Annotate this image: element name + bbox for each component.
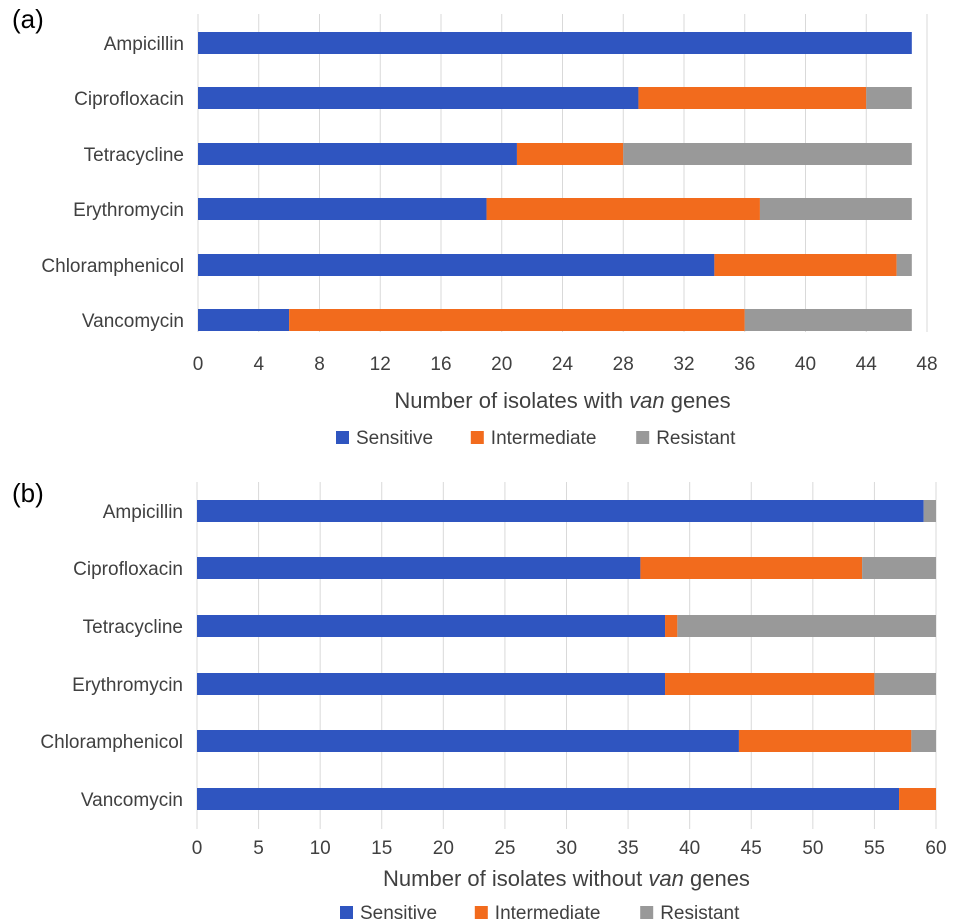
bar-ciprofloxacin-resistant — [862, 557, 936, 579]
x-tick-label: 40 — [679, 838, 700, 859]
bar-tetracycline-resistant — [677, 615, 936, 637]
category-label: Chloramphenicol — [40, 732, 183, 753]
bar-ciprofloxacin-sensitive — [197, 557, 641, 579]
x-tick-label: 20 — [433, 838, 454, 859]
x-tick-label: 60 — [925, 838, 946, 859]
bar-erythromycin-intermediate — [486, 198, 760, 220]
legend-label-sensitive: Sensitive — [356, 428, 433, 449]
bar-chloramphenicol-sensitive — [197, 730, 739, 752]
legend-label-intermediate: Intermediate — [491, 428, 597, 449]
x-axis-title-part: genes — [684, 866, 750, 891]
category-label: Ciprofloxacin — [74, 89, 184, 110]
x-tick-label: 36 — [734, 354, 755, 375]
bar-erythromycin-sensitive — [198, 198, 487, 220]
bar-erythromycin-sensitive — [197, 673, 666, 695]
x-tick-label: 32 — [673, 354, 694, 375]
legend-label-intermediate: Intermediate — [495, 903, 601, 924]
category-label: Chloramphenicol — [41, 256, 184, 277]
category-label: Tetracycline — [83, 617, 183, 638]
category-label: Erythromycin — [73, 200, 184, 221]
bar-tetracycline-intermediate — [516, 143, 624, 165]
bar-ampicillin-sensitive — [197, 500, 924, 522]
legend-label-sensitive: Sensitive — [360, 903, 437, 924]
legend-swatch-sensitive — [336, 431, 349, 444]
category-label: Vancomycin — [81, 790, 183, 811]
bar-tetracycline-resistant — [623, 143, 912, 165]
bar-vancomycin-intermediate — [899, 788, 936, 810]
legend: Sensitive Intermediate Resistant — [336, 428, 736, 449]
x-tick-label: 4 — [253, 354, 264, 375]
bar-ciprofloxacin-sensitive — [198, 87, 639, 109]
x-tick-label: 40 — [795, 354, 816, 375]
legend: Sensitive Intermediate Resistant — [340, 903, 740, 924]
bar-chloramphenicol-sensitive — [198, 254, 715, 276]
bar-chloramphenicol-resistant — [911, 730, 936, 752]
x-tick-label: 10 — [310, 838, 331, 859]
category-label: Ciprofloxacin — [73, 559, 183, 580]
bar-tetracycline-sensitive — [198, 143, 517, 165]
legend-swatch-intermediate — [470, 431, 484, 444]
x-axis-title-part: genes — [665, 388, 731, 413]
bar-ampicillin-resistant — [923, 500, 936, 522]
legend-label-resistant: Resistant — [656, 428, 736, 449]
bar-chloramphenicol-intermediate — [738, 730, 912, 752]
x-axis-title-part: Number of isolates without — [383, 866, 648, 891]
category-label: Ampicillin — [103, 502, 183, 523]
x-axis-title-part: Number of isolates with — [394, 388, 629, 413]
legend-swatch-resistant — [640, 906, 654, 919]
bar-vancomycin-sensitive — [198, 309, 290, 331]
x-tick-label: 15 — [371, 838, 392, 859]
x-tick-label: 25 — [494, 838, 515, 859]
panel-label: (b) — [12, 478, 44, 508]
x-axis-title-italic: van — [648, 866, 683, 891]
x-tick-label: 35 — [618, 838, 639, 859]
x-tick-label: 45 — [741, 838, 762, 859]
x-tick-label: 0 — [192, 838, 203, 859]
x-tick-label: 44 — [856, 354, 878, 375]
x-tick-label: 55 — [864, 838, 885, 859]
bar-ciprofloxacin-intermediate — [640, 557, 863, 579]
x-axis-title: Number of isolates with van genes — [394, 388, 730, 413]
x-axis-title-italic: van — [629, 388, 664, 413]
x-tick-label: 12 — [370, 354, 391, 375]
bar-ampicillin-sensitive — [198, 32, 912, 54]
bar-tetracycline-sensitive — [197, 615, 666, 637]
x-axis-title: Number of isolates without van genes — [383, 866, 750, 891]
panel-label: (a) — [12, 4, 44, 34]
bar-vancomycin-sensitive — [197, 788, 900, 810]
x-tick-label: 8 — [314, 354, 325, 375]
bar-erythromycin-resistant — [759, 198, 912, 220]
x-tick-label: 16 — [430, 354, 451, 375]
bar-erythromycin-intermediate — [665, 673, 875, 695]
chart-panel-a: (a)0 4 8 12 16 20 24 28 32 36 40 44 48AmpicillinCipr… — [12, 4, 938, 449]
category-label: Tetracycline — [84, 145, 184, 166]
bar-chloramphenicol-intermediate — [714, 254, 897, 276]
x-tick-label: 20 — [491, 354, 512, 375]
bar-vancomycin-intermediate — [289, 309, 745, 331]
x-tick-label: 24 — [552, 354, 574, 375]
bar-vancomycin-resistant — [744, 309, 912, 331]
bar-tetracycline-intermediate — [665, 615, 678, 637]
x-tick-label: 50 — [802, 838, 823, 859]
bar-erythromycin-resistant — [874, 673, 936, 695]
x-tick-label: 28 — [613, 354, 634, 375]
x-tick-label: 0 — [193, 354, 204, 375]
legend-swatch-intermediate — [474, 906, 488, 919]
x-tick-label: 5 — [253, 838, 264, 859]
category-label: Vancomycin — [82, 311, 184, 332]
legend-label-resistant: Resistant — [660, 903, 740, 924]
legend-swatch-sensitive — [340, 906, 353, 919]
x-tick-label: 48 — [916, 354, 937, 375]
category-label: Ampicillin — [104, 34, 184, 55]
legend-swatch-resistant — [636, 431, 650, 444]
bar-ciprofloxacin-intermediate — [638, 87, 867, 109]
bar-ciprofloxacin-resistant — [866, 87, 912, 109]
category-label: Erythromycin — [72, 675, 183, 696]
x-tick-label: 30 — [556, 838, 577, 859]
bar-chloramphenicol-resistant — [896, 254, 912, 276]
chart-panel-b: (b) 0 5 10 15 20 25 30 35 40 45 50 55 60 Ampicillin Cip… — [12, 478, 947, 924]
